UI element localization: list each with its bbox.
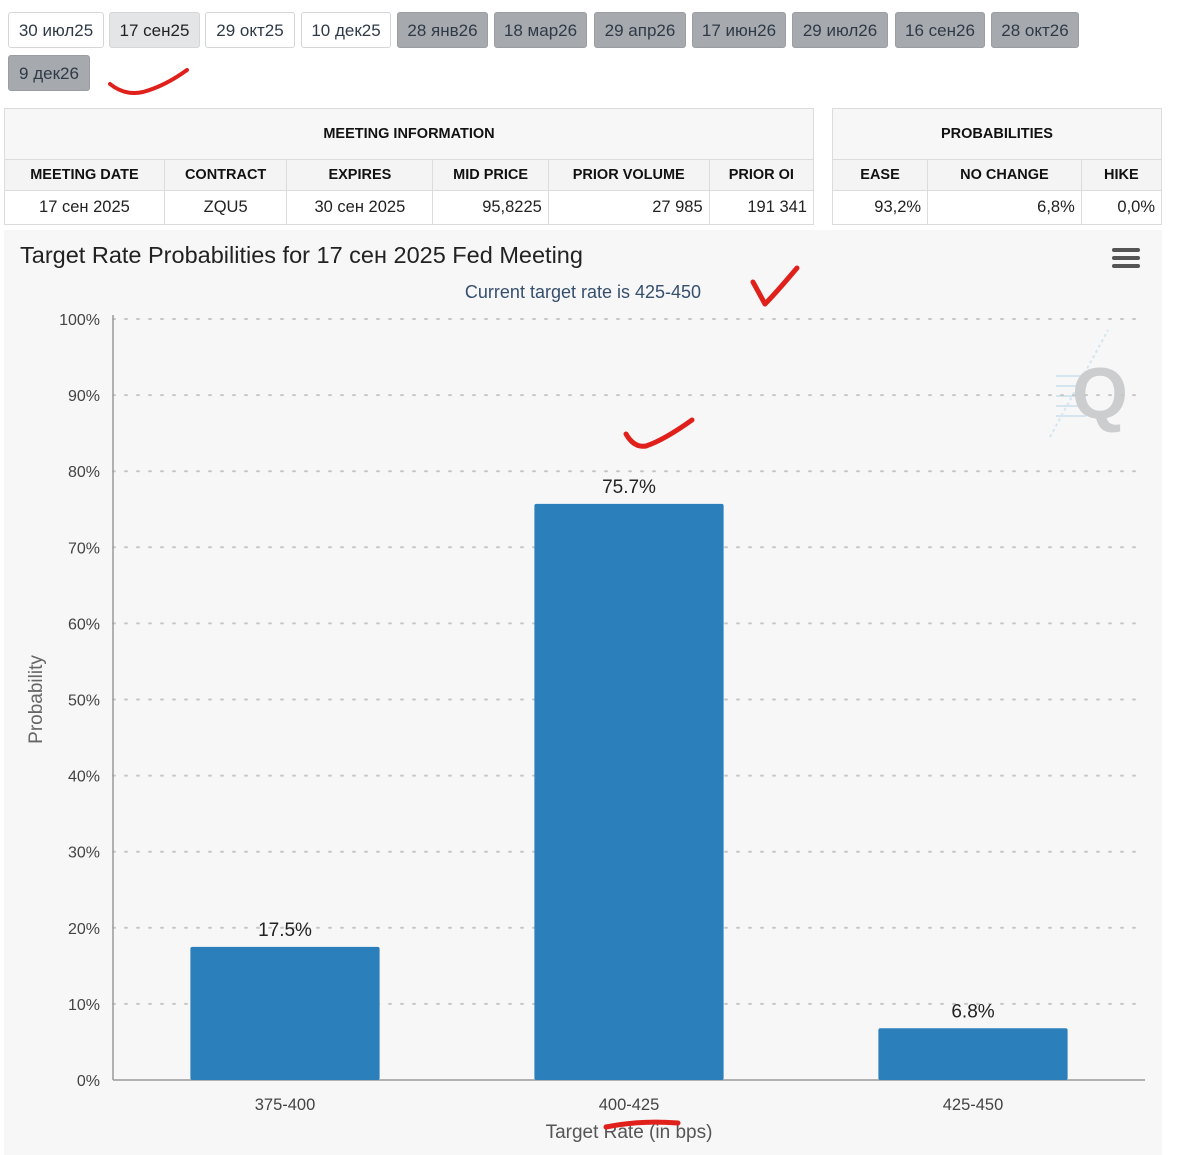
bar-data-label: 6.8% [951,1001,994,1022]
meeting-information-table: MEETING INFORMATION MEETING DATE CONTRAC… [4,108,815,225]
tab-meeting-date[interactable]: 29 апр26 [594,12,686,48]
chart-title: Target Rate Probabilities for 17 сен 202… [20,242,583,268]
probabilities-table: PROBABILITIES EASE NO CHANGE HIKE 93,2% … [831,108,1163,225]
y-tick-label: 80% [68,464,100,481]
contract-value: ZQU5 [163,190,288,225]
probabilities-header: PROBABILITIES [832,108,1162,160]
column-header-prior-volume: PRIOR VOLUME [547,159,710,191]
no-change-value: 6,8% [927,190,1082,225]
x-tick-label: 425-450 [943,1096,1004,1114]
prior-oi-value: 191 341 [708,190,815,225]
x-tick-label: 375-400 [255,1096,316,1114]
y-tick-label: 90% [68,388,100,405]
tab-meeting-date[interactable]: 29 окт25 [205,12,295,48]
y-tick-label: 70% [68,540,100,557]
bar-chart: Q 0% 10% 20% 30% 40% 50% 60% 70% 80% 90% 100% 17.5%… [26,312,1146,1143]
column-header-hike: HIKE [1080,159,1163,191]
ease-value: 93,2% [831,190,929,225]
tab-meeting-date[interactable]: 29 июл26 [792,12,888,48]
x-tick-label: 400-425 [599,1096,660,1114]
chart-subtitle: Current target rate is 425-450 [464,282,702,302]
y-tick-label: 40% [68,769,100,786]
svg-text:Q: Q [1072,354,1128,434]
column-header-meeting-date: MEETING DATE [4,159,165,191]
y-tick-label: 10% [68,997,100,1014]
column-header-expires: EXPIRES [286,159,434,191]
bar-data-label: 75.7% [602,477,656,498]
y-tick-label: 20% [68,921,100,938]
mid-price-value: 95,8225 [432,190,549,225]
column-header-mid-price: MID PRICE [432,159,549,191]
tab-meeting-date[interactable]: 17 июн26 [692,12,786,48]
hike-value: 0,0% [1080,190,1163,225]
column-header-contract: CONTRACT [163,159,288,191]
column-header-prior-oi: PRIOR OI [708,159,815,191]
expires-value: 30 сен 2025 [286,190,434,225]
tab-meeting-date[interactable]: 28 окт26 [991,12,1079,48]
tab-meeting-date[interactable]: 28 янв26 [397,12,488,48]
bar [190,946,380,1080]
meeting-information-header: MEETING INFORMATION [4,108,814,160]
tab-meeting-date[interactable]: 17 сен25 [109,12,200,48]
bar [534,503,724,1081]
y-tick-label: 30% [68,845,100,862]
tab-meeting-date[interactable]: 16 сен26 [895,12,985,48]
bar [878,1028,1068,1080]
hamburger-menu-icon[interactable] [1112,248,1140,272]
watermark-logo: Q [1049,329,1128,438]
meeting-date-value: 17 сен 2025 [4,190,165,225]
table-row: 17 сен 2025 ZQU5 30 сен 2025 95,8225 27 … [4,190,815,225]
tab-meeting-date[interactable]: 9 дек26 [8,55,90,91]
y-tick-label: 100% [59,312,100,329]
tab-meeting-date[interactable]: 18 мар26 [494,12,587,48]
prior-volume-value: 27 985 [547,190,710,225]
y-axis-title: Probability [26,655,47,744]
x-axis-title: Target Rate (in bps) [546,1122,713,1143]
tab-meeting-date[interactable]: 30 июл25 [8,12,104,48]
table-row: 93,2% 6,8% 0,0% [831,190,1163,225]
column-header-ease: EASE [831,159,929,191]
bar-data-label: 17.5% [258,920,312,941]
y-tick-label: 60% [68,616,100,633]
red-checkmark-annotation [108,68,189,95]
y-tick-label: 0% [77,1073,100,1090]
column-header-no-change: NO CHANGE [927,159,1082,191]
y-tick-label: 50% [68,693,100,710]
tab-meeting-date[interactable]: 10 дек25 [301,12,391,48]
chart-panel: Target Rate Probabilities for 17 сен 202… [4,230,1162,1155]
